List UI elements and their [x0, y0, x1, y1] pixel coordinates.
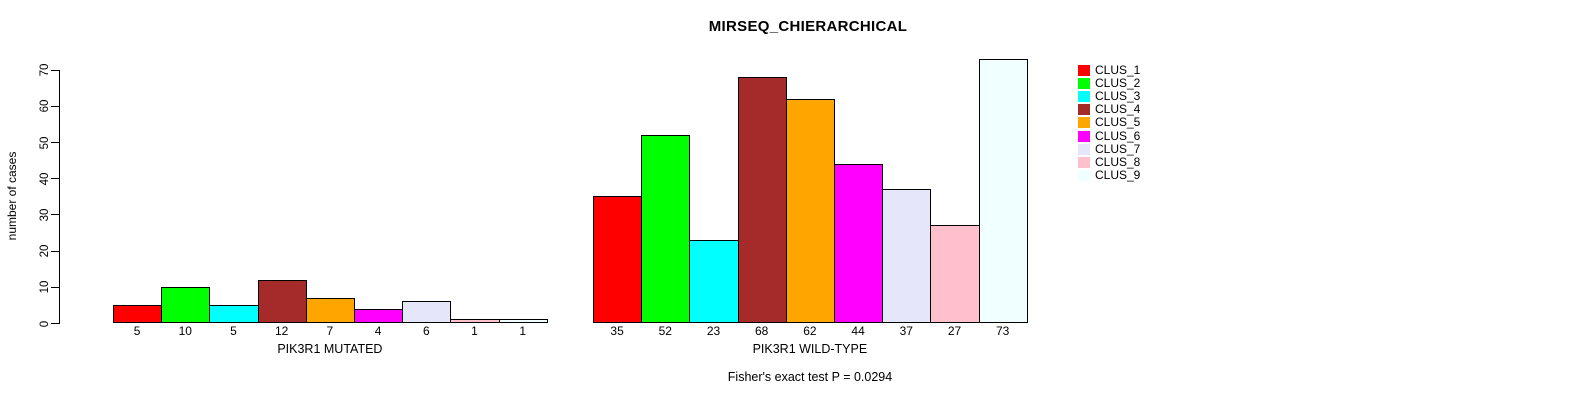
fisher-test-annotation: Fisher's exact test P = 0.0294	[727, 370, 893, 384]
legend-swatch-icon	[1078, 117, 1090, 129]
bar-clus_3	[209, 305, 259, 323]
legend-row: CLUS_6	[1078, 129, 1140, 142]
bar-value-label: 1	[471, 324, 478, 338]
legend-label: CLUS_6	[1095, 128, 1141, 143]
legend-swatch-icon	[1078, 130, 1090, 142]
bar-value-label: 35	[610, 324, 624, 338]
legend-label: CLUS_4	[1095, 102, 1141, 117]
bar-value-label: 37	[899, 324, 913, 338]
y-axis-tick-label: 60	[39, 100, 51, 113]
bar-value-label: 68	[755, 324, 769, 338]
bar-value-label: 12	[275, 324, 289, 338]
legend-row: CLUS_4	[1078, 103, 1140, 116]
bar-clus_4	[737, 77, 787, 323]
bar-clus_3	[689, 240, 739, 323]
bar-clus_1	[113, 305, 163, 323]
y-axis-tick-label: 0	[39, 320, 51, 327]
bar-clus_7	[402, 301, 452, 323]
y-axis-tick	[51, 69, 59, 71]
y-axis-tick-label: 40	[39, 172, 51, 186]
legend-label: CLUS_5	[1095, 115, 1141, 130]
bar-value-label: 23	[706, 324, 721, 338]
bar-clus_4	[257, 280, 307, 323]
y-axis-tick	[51, 214, 59, 216]
y-axis-tick	[51, 250, 59, 252]
bar-value-label: 73	[996, 324, 1010, 338]
legend-row: CLUS_5	[1078, 116, 1140, 129]
legend-label: CLUS_8	[1095, 154, 1141, 169]
bar-value-label: 6	[422, 324, 430, 338]
y-axis-tick-label: 70	[39, 63, 51, 77]
bar-clus_8	[930, 225, 980, 323]
y-axis-tick-label: 50	[39, 136, 51, 150]
bar-clus_6	[834, 164, 884, 323]
y-axis-title: number of cases	[5, 151, 19, 241]
legend-swatch-icon	[1078, 156, 1090, 168]
bar-clus_8	[450, 319, 500, 323]
legend-swatch-icon	[1078, 78, 1090, 90]
y-axis-line	[59, 69, 60, 324]
bar-clus_5	[305, 298, 355, 323]
group-xlabel: PIK3R1 WILD-TYPE	[752, 342, 868, 356]
legend-row: CLUS_8	[1078, 154, 1141, 169]
bar-value-label: 5	[133, 324, 141, 338]
legend-label: CLUS_9	[1095, 167, 1141, 182]
group-xlabel: PIK3R1 MUTATED	[277, 342, 383, 356]
y-axis-tick	[51, 323, 59, 324]
legend: CLUS_1 CLUS_2 CLUS_3 CLUS_4 CLUS_5 CLUS_6 CLUS…	[1078, 64, 1140, 182]
legend-row: CLUS_2	[1078, 77, 1140, 90]
legend-label: CLUS_2	[1095, 76, 1141, 91]
bar-clus_7	[882, 189, 932, 323]
legend-swatch-icon	[1078, 65, 1090, 77]
bar-value-label: 44	[851, 324, 865, 338]
y-axis-tick	[51, 105, 59, 107]
bar-clus_5	[785, 99, 835, 323]
bar-clus_2	[641, 135, 691, 323]
bar-clus_1	[593, 196, 643, 323]
bar-clus_9	[978, 59, 1028, 323]
legend-swatch-icon	[1078, 169, 1090, 181]
legend-label: CLUS_7	[1095, 141, 1141, 156]
legend-row: CLUS_9	[1078, 167, 1141, 182]
chart-title: MIRSEQ_CHIERARCHICAL	[708, 18, 908, 35]
bar-clus_2	[161, 287, 211, 323]
y-axis-tick-label: 30	[39, 208, 51, 222]
bar-clus_9	[498, 319, 548, 323]
legend-row: CLUS_3	[1078, 90, 1140, 103]
legend-row: CLUS_1	[1078, 64, 1140, 77]
bar-value-label: 7	[326, 324, 334, 338]
bar-value-label: 10	[178, 324, 192, 338]
bar-value-label: 27	[947, 324, 962, 338]
bar-value-label: 5	[230, 324, 237, 338]
bar-value-label: 52	[658, 324, 672, 338]
y-axis-tick	[51, 178, 59, 180]
bar-value-label: 4	[374, 324, 382, 338]
bar-value-label: 62	[803, 324, 817, 338]
bar-clus_6	[354, 309, 404, 323]
y-axis-tick	[51, 286, 59, 288]
bar-value-label: 1	[519, 324, 527, 338]
legend-label: CLUS_3	[1095, 89, 1141, 104]
legend-swatch-icon	[1078, 104, 1090, 116]
legend-swatch-icon	[1078, 143, 1090, 155]
legend-label: CLUS_1	[1095, 63, 1141, 78]
y-axis-tick-label: 20	[39, 244, 51, 258]
y-axis-tick	[51, 142, 59, 144]
legend-swatch-icon	[1078, 91, 1090, 103]
y-axis-tick-label: 10	[39, 280, 51, 294]
legend-row: CLUS_7	[1078, 141, 1141, 156]
